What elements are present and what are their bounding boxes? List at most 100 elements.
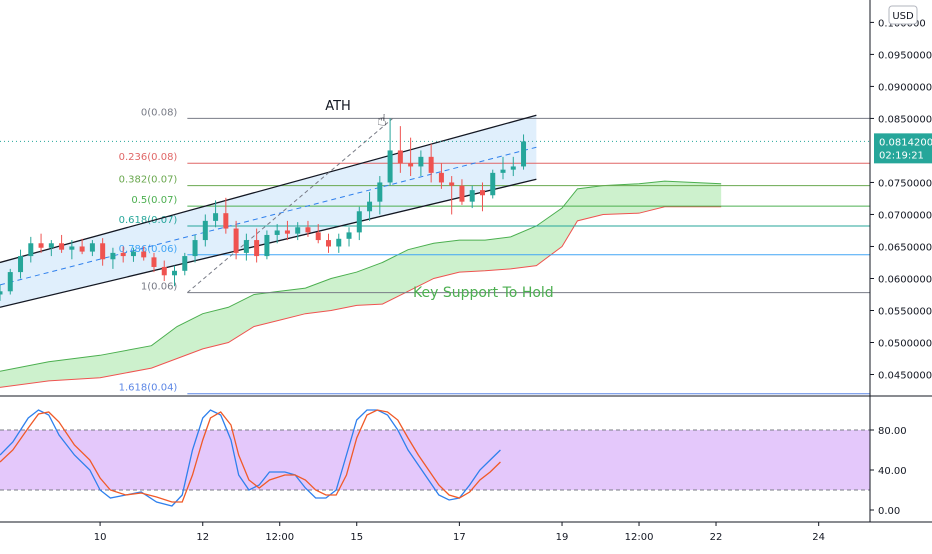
currency-badge-frame [888,5,918,25]
candle-body[interactable] [202,220,208,241]
candle-body[interactable] [38,243,44,248]
candle-body[interactable] [233,228,239,253]
cloud-lower-line [0,206,722,388]
candle-body[interactable] [521,141,527,167]
ath-label: ATH [325,99,351,114]
ichimoku-cloud [0,181,722,388]
candle-body[interactable] [223,213,229,229]
candle-body[interactable] [7,272,13,292]
time-tick-label: 17 [453,532,466,543]
fib-label-1-618: 1.618(0.04) [119,383,178,394]
candle-body[interactable] [336,238,342,247]
candle-body[interactable] [356,211,362,233]
oscillator-series-1[interactable] [0,409,501,507]
candle-body[interactable] [510,166,516,170]
candle-body[interactable] [325,240,331,247]
price-badge-bg [874,133,932,164]
price-pane[interactable]: 0(0.08) 0.236(0.08) 0.382(0.07) 0.5(0.07) 0.… [0,107,870,395]
oscillator-series-2[interactable] [0,409,501,503]
candle-body[interactable] [213,213,219,221]
candle-body[interactable] [315,232,321,241]
candle-body[interactable] [284,230,290,234]
price-tick-label: 0.04500000 [878,371,932,382]
fib-trend-line [187,118,393,293]
candle-body[interactable] [79,246,85,252]
candle-body[interactable] [254,240,260,257]
osc-tick-label: 0.00 [878,506,900,517]
candle-body[interactable] [459,185,465,202]
time-tick-label: 12:00 [265,532,294,543]
candle-body[interactable] [397,150,403,164]
candle-body[interactable] [387,150,393,183]
candle-body[interactable] [500,169,506,173]
candle-body[interactable] [59,243,65,250]
candle-body[interactable] [243,240,249,253]
channel-mid-line [0,146,537,286]
candle-body[interactable] [182,256,188,271]
currency-badge-label: USD [892,11,914,22]
osc-tick-label: 80.00 [878,426,907,437]
candle-body[interactable] [161,266,167,276]
candle-body[interactable] [192,240,198,257]
fib-label-0-236: 0.236(0.08) [119,152,178,163]
candle-body[interactable] [100,243,106,260]
candle-body[interactable] [377,182,383,202]
key-support-label: Key Support To Hold [413,285,554,301]
candle-body[interactable] [28,243,34,257]
fib-label-0-618: 0.618(0.07) [119,215,178,226]
candle-body[interactable] [48,243,54,248]
candle-body[interactable] [69,246,75,250]
fib-label-0-5: 0.5(0.07) [131,195,177,206]
cloud-upper-line [0,180,722,372]
oscillator-band-fill [0,430,870,490]
candle-body[interactable] [479,190,485,196]
fib-label-0-786: 0.786(0.06) [119,244,178,255]
candle-body[interactable] [490,172,496,196]
candle-body[interactable] [428,156,434,173]
channel-upper-line[interactable] [0,114,537,264]
candle-body[interactable] [449,182,455,186]
current-price-countdown: 02:19:21 [879,150,924,161]
oscillator-pane[interactable] [0,409,870,507]
candle-body[interactable] [408,163,414,167]
candle-body[interactable] [367,201,373,212]
candle-body[interactable] [141,251,147,258]
time-tick-label: 12:00 [625,532,654,543]
candle-body[interactable] [346,232,352,239]
osc-tick-label: 40.00 [878,466,907,477]
candle-body[interactable] [110,252,116,260]
candle-body[interactable] [151,257,157,267]
fib-label-1: 1(0.06) [141,282,178,293]
candle-body[interactable] [172,270,178,276]
candle-body[interactable] [295,227,301,234]
time-tick-label: 15 [350,532,363,543]
currency-badge[interactable]: USD [888,5,918,25]
fib-label-0-382: 0.382(0.07) [119,175,178,186]
candle-body[interactable] [274,230,280,235]
candle-body[interactable] [0,291,3,295]
candle-body[interactable] [305,227,311,233]
time-tick-label: 10 [94,532,107,543]
candle-body[interactable] [264,234,270,257]
candle-body[interactable] [469,190,475,202]
candle-body[interactable] [418,156,424,167]
candle-body[interactable] [130,251,136,257]
time-tick-label: 19 [556,532,569,543]
candle-body[interactable] [120,252,126,257]
candle-body[interactable] [18,256,24,273]
candle-body[interactable] [438,172,444,183]
candle-body[interactable] [89,243,95,252]
fib-label-0: 0(0.08) [141,107,178,118]
